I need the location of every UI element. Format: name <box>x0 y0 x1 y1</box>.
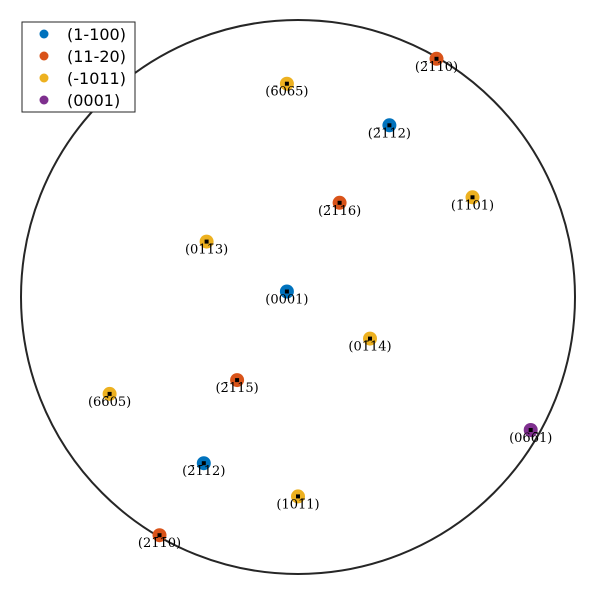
data-point-center-mark <box>157 533 162 538</box>
data-point-center-mark <box>107 391 112 396</box>
data-point-label: (01̄14) <box>348 340 391 355</box>
projection-circle <box>20 19 576 575</box>
data-point-center-mark <box>284 289 289 294</box>
legend-marker <box>39 73 49 83</box>
data-point-label: (2̄110) <box>415 60 458 75</box>
legend-label: (0001) <box>67 91 120 110</box>
data-point-center-mark <box>470 195 475 200</box>
data-point-label: (2̄116) <box>318 204 361 219</box>
data-point-label: (011̄3) <box>185 243 228 258</box>
data-point-label: (1̄101) <box>451 198 494 213</box>
data-point-label: (0001) <box>265 293 308 308</box>
data-point-center-mark <box>434 56 439 61</box>
legend-marker <box>39 95 49 105</box>
data-point-label: (2̄1̄12) <box>182 464 225 479</box>
data-point-center-mark <box>201 461 206 466</box>
legend-label: (-1011) <box>67 69 126 88</box>
legend-marker <box>39 29 49 39</box>
data-point-center-mark <box>387 123 392 128</box>
data-point-center-mark <box>204 239 209 244</box>
data-point-center-mark <box>284 81 289 86</box>
data-point-center-mark <box>296 494 300 499</box>
legend: (1-100) (11-20) (-1011) (0001) <box>21 21 136 113</box>
data-points: (2̄112) (0001) (2̄1̄12) (2̄110) (2̄116) (2̄11… <box>88 51 552 551</box>
legend-label: (11-20) <box>67 47 126 66</box>
data-point-label: (6̄065) <box>265 85 308 100</box>
data-point-center-mark <box>235 378 240 383</box>
legend-marker <box>39 51 49 61</box>
data-point-label: (101̄1) <box>276 497 319 512</box>
data-point-center-mark <box>368 336 372 341</box>
data-point-center-mark <box>528 428 533 432</box>
legend-label: (1-100) <box>67 25 126 44</box>
data-point-label: (2̄115) <box>215 381 258 396</box>
data-point-center-mark <box>337 200 342 205</box>
data-point-label: (066̄1) <box>509 431 552 446</box>
data-point-label: (66̄05) <box>88 395 131 410</box>
data-point-label: (21̄1̄0) <box>138 536 181 551</box>
data-point-label: (2̄112) <box>368 126 411 141</box>
